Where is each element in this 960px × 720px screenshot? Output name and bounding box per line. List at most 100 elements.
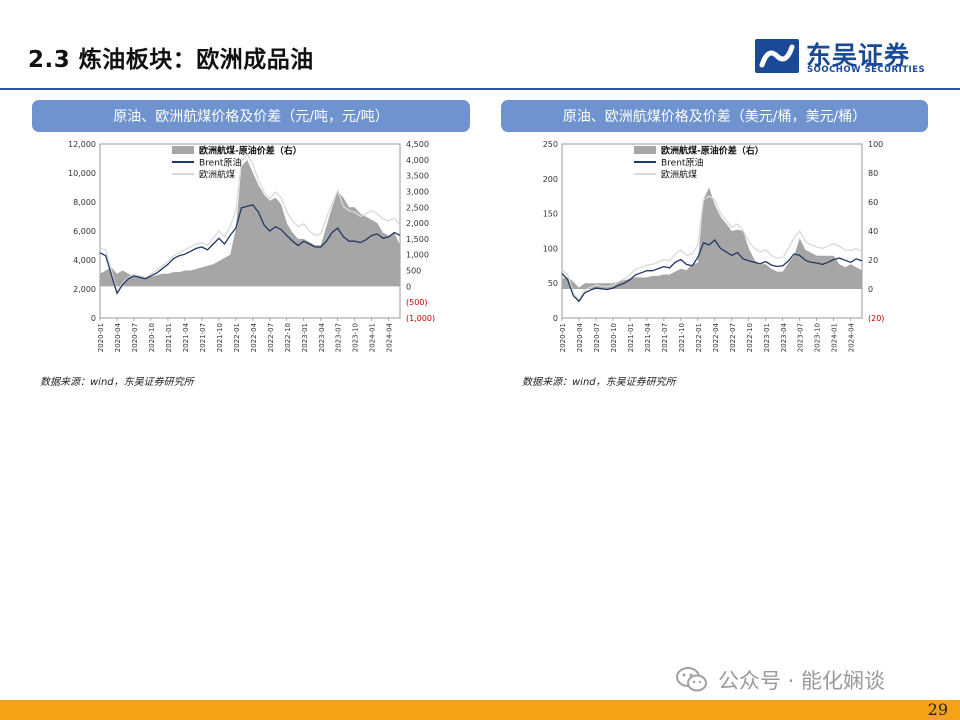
y-right-tick-label: 80 bbox=[868, 169, 878, 178]
x-tick-label: 2021-07 bbox=[661, 323, 669, 352]
y-left-tick-label: 100 bbox=[543, 244, 558, 253]
page-number: 29 bbox=[927, 700, 948, 719]
y-right-tick-label: 0 bbox=[406, 282, 411, 291]
y-left-tick-label: 200 bbox=[543, 175, 558, 184]
y-right-tick-label: 4,500 bbox=[406, 140, 429, 149]
y-right-tick-label: 3,000 bbox=[406, 187, 429, 196]
y-right-tick-label: 20 bbox=[868, 256, 878, 265]
slide-title: 2.3 炼油板块：欧洲成品油 bbox=[28, 47, 314, 73]
y-left-tick-label: 0 bbox=[91, 314, 96, 323]
y-left-tick-label: 50 bbox=[548, 279, 558, 288]
x-tick-label: 2022-07 bbox=[267, 323, 275, 352]
x-tick-label: 2024-04 bbox=[386, 322, 394, 352]
x-tick-label: 2020-04 bbox=[576, 322, 584, 352]
company-logo: 东吴证券 SOOCHOW SECURITIES bbox=[754, 38, 936, 78]
y-right-tick-label: (1,000) bbox=[406, 314, 435, 323]
y-right-tick-label: 4,000 bbox=[406, 156, 429, 165]
x-tick-label: 2020-07 bbox=[131, 323, 139, 352]
spread-area-series bbox=[562, 187, 862, 289]
x-tick-label: 2023-10 bbox=[352, 323, 360, 352]
x-tick-label: 2020-07 bbox=[593, 323, 601, 352]
x-tick-label: 2024-01 bbox=[369, 323, 377, 352]
x-tick-label: 2020-04 bbox=[114, 322, 122, 352]
x-tick-label: 2022-10 bbox=[284, 323, 292, 352]
x-tick-label: 2023-01 bbox=[763, 323, 771, 352]
x-tick-label: 2024-01 bbox=[831, 323, 839, 352]
y-right-tick-label: 40 bbox=[868, 227, 878, 236]
chart1: 0 2,000 4,000 6,000 8,000 10,000 12,000 (1,000)… bbox=[48, 136, 448, 368]
y-right-tick-label: 500 bbox=[406, 267, 421, 276]
jet-fuel-line bbox=[99, 153, 401, 294]
x-tick-label: 2022-01 bbox=[695, 323, 703, 352]
watermark: 公众号 · 能化娴谈 bbox=[676, 665, 885, 695]
y-left-tick-label: 0 bbox=[553, 314, 558, 323]
plot-frame bbox=[561, 143, 863, 319]
x-tick-label: 2023-04 bbox=[318, 322, 326, 352]
y-right-tick-label: (500) bbox=[406, 298, 428, 307]
x-tick-label: 2022-04 bbox=[250, 322, 258, 352]
x-tick-label: 2020-01 bbox=[97, 323, 105, 352]
x-tick-label: 2023-01 bbox=[301, 323, 309, 352]
x-tick-label: 2022-01 bbox=[233, 323, 241, 352]
logo-name-en: SOOCHOW SECURITIES bbox=[807, 65, 926, 75]
chart2: 0 50 100 150 200 250 (20) 0 20 40 60 80 100 2020-01 20… bbox=[510, 136, 910, 368]
y-right-tick-label: 0 bbox=[868, 285, 873, 294]
legend-label: Brent原油 bbox=[199, 157, 241, 169]
x-tick-label: 2020-01 bbox=[559, 323, 567, 352]
watermark-text: 公众号 · 能化娴谈 bbox=[718, 669, 886, 693]
x-tick-label: 2021-10 bbox=[216, 323, 224, 352]
x-tick-label: 2021-01 bbox=[627, 323, 635, 352]
chart2-header: 原油、欧洲航煤价格及价差（美元/桶，美元/桶） bbox=[501, 100, 928, 132]
y-left-tick-label: 10,000 bbox=[68, 169, 96, 178]
y-left-tick-label: 6,000 bbox=[73, 227, 96, 236]
x-tick-label: 2023-07 bbox=[797, 323, 805, 352]
title-divider bbox=[0, 88, 960, 90]
legend-label: Brent原油 bbox=[661, 157, 703, 169]
chart2-svg: 0 50 100 150 200 250 (20) 0 20 40 60 80 100 2020-01 20… bbox=[543, 140, 885, 352]
x-tick-label: 2020-10 bbox=[148, 323, 156, 352]
chart1-header: 原油、欧洲航煤价格及价差（元/吨，元/吨） bbox=[32, 100, 470, 132]
chart2-source: 数据来源：wind，东吴证券研究所 bbox=[522, 377, 676, 388]
wechat-icon bbox=[676, 667, 707, 692]
y-left-tick-label: 4,000 bbox=[73, 256, 96, 265]
logo-name-cn: 东吴证券 bbox=[806, 41, 911, 70]
legend-swatch-spread bbox=[634, 146, 656, 154]
y-right-tick-label: 3,500 bbox=[406, 172, 429, 181]
x-tick-label: 2022-10 bbox=[746, 323, 754, 352]
y-right-tick-label: 1,000 bbox=[406, 251, 429, 260]
x-tick-label: 2023-04 bbox=[780, 322, 788, 352]
x-tick-label: 2021-01 bbox=[165, 323, 173, 352]
chart1-svg: 0 2,000 4,000 6,000 8,000 10,000 12,000 (1,000)… bbox=[68, 140, 435, 352]
brent-line bbox=[561, 239, 863, 303]
y-left-tick-label: 12,000 bbox=[68, 140, 96, 149]
jet-fuel-line bbox=[561, 195, 863, 302]
y-right-tick-label: 2,500 bbox=[406, 203, 429, 212]
x-tick-label: 2021-04 bbox=[182, 322, 190, 352]
x-tick-label: 2024-04 bbox=[848, 322, 856, 352]
y-right-tick-label: 60 bbox=[868, 198, 878, 207]
x-tick-label: 2022-07 bbox=[729, 323, 737, 352]
y-right-tick-label: 100 bbox=[868, 140, 883, 149]
legend-label: 欧洲航煤-原油价差（右） bbox=[661, 145, 764, 157]
footer-bar bbox=[0, 700, 960, 720]
x-tick-label: 2020-10 bbox=[610, 323, 618, 352]
plot-frame bbox=[99, 143, 401, 319]
x-tick-label: 2023-10 bbox=[814, 323, 822, 352]
y-right-tick-label: 2,000 bbox=[406, 219, 429, 228]
brent-line bbox=[99, 204, 401, 295]
x-tick-label: 2021-10 bbox=[678, 323, 686, 352]
y-right-tick-label: 1,500 bbox=[406, 235, 429, 244]
chart1-source: 数据来源：wind，东吴证券研究所 bbox=[40, 377, 194, 388]
legend-label: 欧洲航煤 bbox=[661, 169, 697, 181]
legend-label: 欧洲航煤-原油价差（右） bbox=[199, 145, 302, 157]
y-left-tick-label: 8,000 bbox=[73, 198, 96, 207]
x-tick-label: 2022-04 bbox=[712, 322, 720, 352]
legend-label: 欧洲航煤 bbox=[199, 169, 235, 181]
y-right-tick-label: (20) bbox=[868, 314, 884, 323]
y-left-tick-label: 250 bbox=[543, 140, 558, 149]
x-tick-label: 2023-07 bbox=[335, 323, 343, 352]
spread-area-series bbox=[100, 159, 400, 287]
logo-mark-icon bbox=[755, 39, 799, 73]
x-tick-label: 2021-07 bbox=[199, 323, 207, 352]
y-left-tick-label: 150 bbox=[543, 210, 558, 219]
